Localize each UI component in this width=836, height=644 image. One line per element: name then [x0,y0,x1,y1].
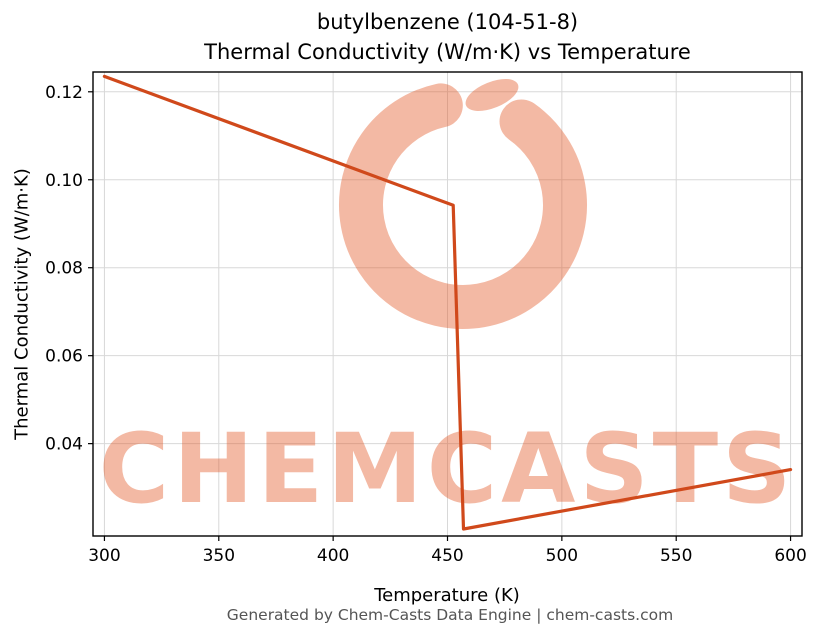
y-tick-label: 0.08 [45,259,83,279]
x-tick-label: 500 [546,546,578,566]
watermark-text: CHEMCASTS [99,413,795,525]
gridlines [93,72,802,536]
chart-title: butylbenzene (104-51-8) Thermal Conducti… [93,8,802,68]
series-line-thermal-conductivity [102,74,793,531]
footer-credit: Generated by Chem-Casts Data Engine | ch… [226,606,674,624]
logo-leaf-icon [465,79,519,111]
x-axis-label: Temperature (K) [374,585,520,606]
chart-title-line2: Thermal Conductivity (W/m·K) vs Temperat… [204,39,691,64]
chemcasts-ring-logo [339,80,587,329]
y-tick-label: 0.10 [45,171,83,191]
y-axis-label: Thermal Conductivity (W/m·K) [11,168,33,440]
y-tick-label: 0.04 [45,435,83,455]
x-tick-label: 350 [203,546,235,566]
chart-title-line1: butylbenzene (104-51-8) [316,10,579,34]
x-tick-label: 300 [88,546,120,566]
y-tick-label: 0.12 [45,83,83,103]
y-tick-label: 0.06 [45,347,83,367]
x-tick-label: 450 [431,546,463,566]
series-lines [102,74,793,531]
x-tick-label: 550 [660,546,692,566]
x-tick-label: 400 [317,546,349,566]
axis-ticks: 300 350 400 450 500 550 600 0.04 0.06 0.08 0.10 0.1… [45,83,807,566]
watermark: CHEMCASTS [99,79,795,525]
x-tick-label: 600 [774,546,806,566]
